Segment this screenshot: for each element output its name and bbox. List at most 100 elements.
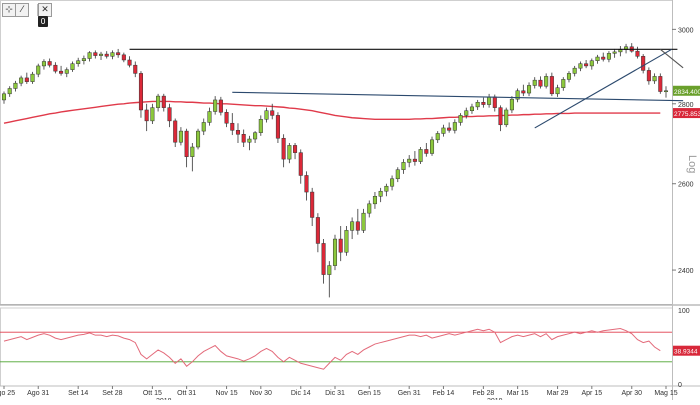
candle-down [133,64,138,74]
x-tick-label: Feb 14 [433,390,455,397]
candle-down [481,101,486,105]
candle-up [509,98,514,111]
y-tick-label: 3000 [678,27,694,34]
toolbar-separator [37,4,38,16]
candle-up [287,145,292,160]
candle-up [201,122,206,132]
candle-down [121,54,126,61]
candle-up [110,52,115,57]
candle-up [464,110,469,116]
count-badge: 0 [38,16,48,27]
candle-down [646,70,651,82]
x-tick-label: Nov 15 [215,390,237,397]
candle-down [321,243,326,275]
candle-up [87,52,92,59]
candle-down [315,217,320,244]
rsi-tick-label: 100 [678,308,690,315]
candle-up [395,169,400,180]
candle-up [566,73,572,80]
moving-average-line [3,100,661,124]
candle-down [173,120,178,143]
candle-down [310,191,315,218]
x-tick-label: Set 28 [102,390,122,397]
candle-up [469,106,474,111]
candle-up [458,115,463,123]
candle-down [116,52,121,56]
candle-up [595,56,600,61]
trendline-neckline [232,91,684,102]
candle-up [178,130,183,143]
candle-up [332,238,338,266]
candle-down [59,70,64,74]
candle-up [7,88,12,95]
x-tick-label: Ott 31 [177,390,196,397]
candle-down [104,53,109,57]
candle-down [492,96,497,108]
candle-up [515,90,520,100]
y-tick-label: 2800 [678,102,694,109]
x-tick-label: Apr 30 [621,390,642,397]
candle-up [247,138,252,143]
candle-up [407,158,412,163]
x-tick-label: Ago 25 [0,390,15,397]
candle-up [544,76,549,87]
candle-up [361,212,366,231]
candle-up [532,79,537,86]
candle-up [390,178,395,187]
candle-up [76,60,81,64]
candle-down [601,56,606,60]
cursor-tool-button[interactable]: ⊹ [2,3,16,17]
x-tick-label: Mar 29 [547,390,569,397]
candle-up [344,230,349,253]
candle-up [652,76,657,82]
candle-down [161,95,166,108]
x-tick-label: Gen 31 [398,390,421,397]
candle-up [561,79,566,88]
rsi-tick-label: 0 [678,382,682,389]
candle-up [418,149,423,162]
candle-down [93,52,98,56]
candle-down [24,77,29,82]
candle-down [235,130,241,135]
candle-down [127,59,132,66]
rsi-value-box [673,345,700,356]
candle-down [275,115,280,139]
x-tick-label: Nov 30 [250,390,272,397]
rsi-line [3,327,661,370]
candle-up [372,195,377,205]
candle-up [156,95,161,108]
candle-down [584,63,589,67]
candle-up [612,51,617,54]
candle-down [498,107,503,126]
candle-up [555,87,560,95]
candle-up [81,58,86,61]
candle-down [184,130,189,157]
y-tick-label: 2400 [678,268,694,275]
candle-down [641,56,646,71]
candle-down [355,221,360,231]
candle-up [578,63,583,69]
close-tool-button[interactable]: ✕ [38,3,52,17]
candle-down [47,61,52,66]
x-tick-label: Mag 15 [654,390,677,397]
candle-down [521,90,526,94]
draw-line-tool-button[interactable]: ⁄ [15,3,29,17]
candle-up [150,107,155,122]
scale-label: Log [686,155,698,173]
candle-up [64,69,69,74]
candle-down [447,127,452,131]
candle-down [218,99,223,113]
x-tick-label: Ago 31 [27,390,49,397]
candle-up [264,110,269,120]
candle-down [144,109,149,122]
candle-up [429,139,435,154]
candle-up [435,133,440,141]
candle-down [304,175,309,193]
candle-up [190,146,195,157]
rsi-value-label: 38.9344 [674,349,698,356]
candle-up [13,82,18,89]
candle-up [19,77,24,84]
candle-up [572,67,577,74]
x-tick-label: Dic 14 [291,390,311,397]
